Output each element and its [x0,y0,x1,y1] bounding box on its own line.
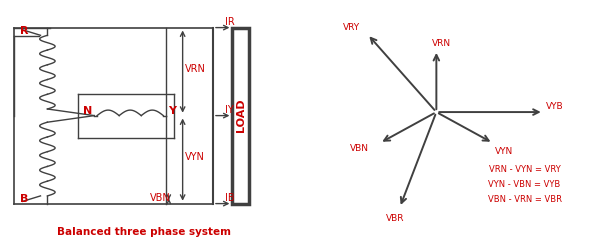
Text: VBN: VBN [350,144,369,153]
Text: VBN: VBN [149,193,170,203]
Text: VRN: VRN [432,38,451,48]
Text: VYN: VYN [185,152,205,162]
Text: VRN: VRN [185,64,206,74]
Text: VYN: VYN [495,147,513,156]
Text: LOAD: LOAD [236,99,245,132]
Text: B: B [20,194,28,204]
Text: VYB: VYB [546,102,563,112]
Text: VRN - VYN = VRY: VRN - VYN = VRY [488,165,560,174]
Text: VYN - VBN = VYB: VYN - VBN = VYB [488,180,560,189]
Text: R: R [20,26,28,36]
Text: N: N [83,106,92,117]
Text: Balanced three phase system: Balanced three phase system [57,226,231,236]
Text: VRY: VRY [343,23,361,32]
Text: IR: IR [226,17,235,27]
Text: Y: Y [168,106,176,117]
Text: IB: IB [226,193,235,203]
Text: VBR: VBR [386,214,404,222]
Text: IY: IY [226,105,234,115]
Bar [232,28,249,204]
Text: VBN - VRN = VBR: VBN - VRN = VBR [488,195,562,204]
